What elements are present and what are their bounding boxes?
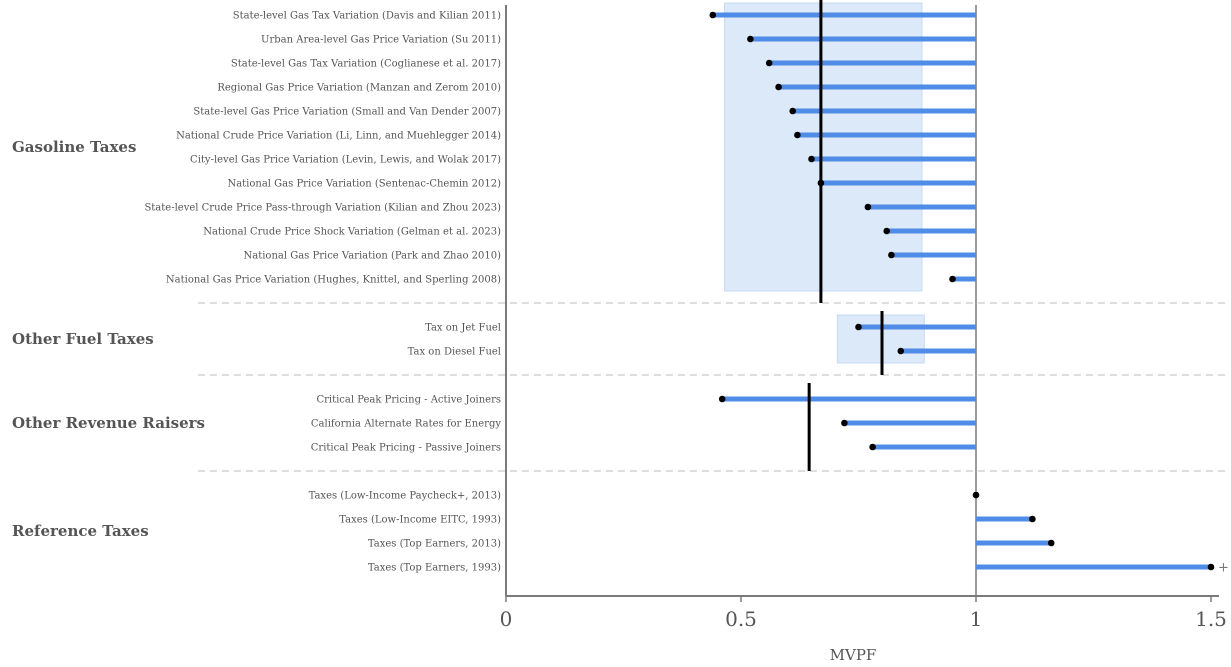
bar xyxy=(952,276,976,282)
bar xyxy=(976,540,1052,546)
points: + xyxy=(709,11,1229,576)
bar xyxy=(844,420,976,426)
group-label: Other Fuel Taxes xyxy=(12,330,154,348)
row-label: Critical Peak Pricing - Active Joiners xyxy=(316,395,501,406)
row-label: Critical Peak Pricing - Passive Joiners xyxy=(311,443,501,454)
point xyxy=(897,347,905,355)
point xyxy=(888,251,895,259)
row-label: National Gas Price Variation (Hughes, Kn… xyxy=(166,275,501,286)
row-label: State-level Gas Price Variation (Small a… xyxy=(193,107,501,118)
bar xyxy=(872,444,976,450)
point xyxy=(869,443,876,451)
point xyxy=(709,11,717,19)
row-label: National Crude Price Shock Variation (Ge… xyxy=(203,227,501,238)
bar xyxy=(750,36,976,42)
x-axis-title: MVPF xyxy=(830,646,877,664)
x-tick-label: 0.5 xyxy=(725,607,757,631)
row-label: Tax on Diesel Fuel xyxy=(408,347,501,358)
point xyxy=(864,203,872,211)
x-tick-labels: 0 0.5 1 1.5 xyxy=(500,596,1227,631)
group-label: Other Revenue Raisers xyxy=(12,414,205,432)
point xyxy=(972,491,980,499)
point xyxy=(765,59,773,67)
bar xyxy=(867,204,976,210)
row-label: Urban Area-level Gas Price Variation (Su… xyxy=(261,35,501,46)
row-label: State-level Crude Price Pass-through Var… xyxy=(144,203,501,214)
bar xyxy=(820,180,976,186)
point xyxy=(1029,515,1036,523)
row-label: National Crude Price Variation (Li, Linn… xyxy=(176,131,501,142)
point xyxy=(718,395,726,403)
point xyxy=(1207,563,1215,571)
bar xyxy=(976,516,1033,522)
bar xyxy=(900,348,976,354)
bar xyxy=(811,156,976,162)
point xyxy=(1047,539,1055,547)
row-label: Taxes (Low-Income EITC, 1993) xyxy=(339,515,501,526)
bar xyxy=(886,228,976,234)
row-label: California Alternate Rates for Energy xyxy=(311,419,501,430)
row-label: National Gas Price Variation (Sentenac-C… xyxy=(227,179,501,190)
point xyxy=(775,83,782,91)
point xyxy=(841,419,848,427)
group-dividers xyxy=(198,302,1228,472)
x-tick-label: 1.5 xyxy=(1195,607,1227,631)
x-tick-label: 0 xyxy=(500,607,513,631)
bar xyxy=(797,132,976,138)
bar xyxy=(712,12,976,18)
bar xyxy=(891,252,976,258)
row-labels: State-level Gas Tax Variation (Davis and… xyxy=(144,11,501,574)
group-labels: Gasoline Taxes Other Fuel Taxes Other Reve… xyxy=(12,138,205,540)
group-label: Reference Taxes xyxy=(12,522,149,540)
point xyxy=(808,155,815,163)
point xyxy=(789,107,796,115)
row-label: State-level Gas Tax Variation (Coglianes… xyxy=(231,59,501,70)
x-tick-label: 1 xyxy=(970,607,983,631)
row-label: City-level Gas Price Variation (Levin, L… xyxy=(190,155,501,166)
point xyxy=(949,275,956,283)
point xyxy=(855,323,862,331)
bars xyxy=(712,12,1211,570)
group-band xyxy=(724,2,923,292)
row-label: Taxes (Low-Income Paycheck+, 2013) xyxy=(309,491,502,502)
point xyxy=(747,35,754,43)
bar xyxy=(769,60,976,66)
row-label: Tax on Jet Fuel xyxy=(425,323,501,334)
overflow-marker: + xyxy=(1218,561,1229,576)
point xyxy=(794,131,801,139)
row-label: Taxes (Top Earners, 1993) xyxy=(368,563,501,574)
group-mean-lines xyxy=(807,0,884,471)
row-label: Taxes (Top Earners, 2013) xyxy=(368,539,501,550)
bar xyxy=(976,564,1211,570)
group-label: Gasoline Taxes xyxy=(12,138,136,156)
bar xyxy=(778,84,976,90)
row-label: State-level Gas Tax Variation (Davis and… xyxy=(233,11,501,22)
bar xyxy=(792,108,976,114)
row-label: Regional Gas Price Variation (Manzan and… xyxy=(217,83,501,94)
bar xyxy=(722,396,976,402)
point xyxy=(883,227,890,235)
bar xyxy=(858,324,976,330)
point xyxy=(817,179,825,187)
row-label: National Gas Price Variation (Park and Z… xyxy=(244,251,502,262)
